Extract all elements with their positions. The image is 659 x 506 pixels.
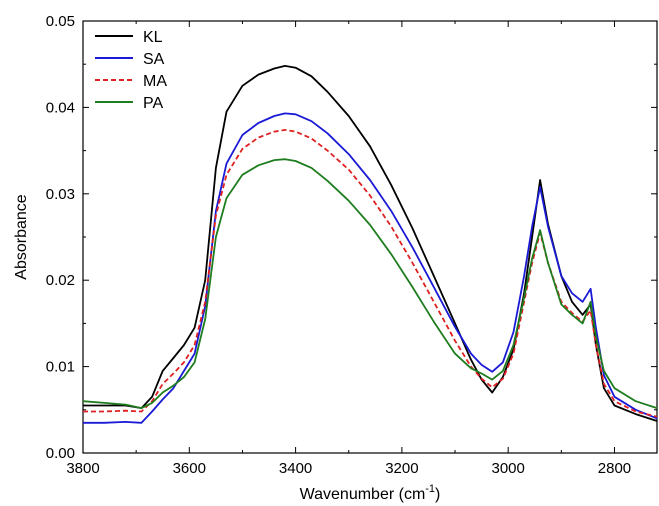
legend-label-sa: SA [143,51,165,68]
y-tick-label: 0.00 [46,445,75,462]
y-tick-label: 0.02 [46,272,75,289]
x-axis: 3800 3600 3400 3200 3000 2800 [66,21,631,477]
x-tick-label: 3400 [279,460,312,477]
x-axis-title-superscript: -1 [425,483,435,495]
series-line-pa [82,158,658,409]
x-axis-title: Wavenumber (cm-1) [300,483,441,503]
series-line-kl [83,65,658,422]
legend-label-kl: KL [143,29,163,46]
y-tick-label: 0.01 [46,359,75,376]
x-tick-label: 2800 [598,460,631,477]
legend-label-pa: PA [143,95,163,112]
series-layer [82,65,658,424]
y-tick-label: 0.03 [46,186,75,203]
series-line-sa [83,112,658,424]
series-line-ma [83,129,658,418]
x-tick-label: 3800 [66,460,99,477]
x-axis-title-close: ) [435,486,440,503]
x-tick-label: 3600 [173,460,206,477]
y-axis-title: Absorbance [13,194,30,279]
y-tick-label: 0.04 [46,99,75,116]
legend-label-ma: MA [143,73,167,90]
y-axis: 0.00 0.01 0.02 0.03 0.04 0.05 [46,13,657,462]
x-tick-label: 3000 [491,460,524,477]
x-tick-label: 3200 [385,460,418,477]
y-tick-label: 0.05 [46,13,75,30]
x-axis-title-main: Wavenumber (cm [300,486,426,503]
legend: KL SA MA PA [95,29,167,112]
